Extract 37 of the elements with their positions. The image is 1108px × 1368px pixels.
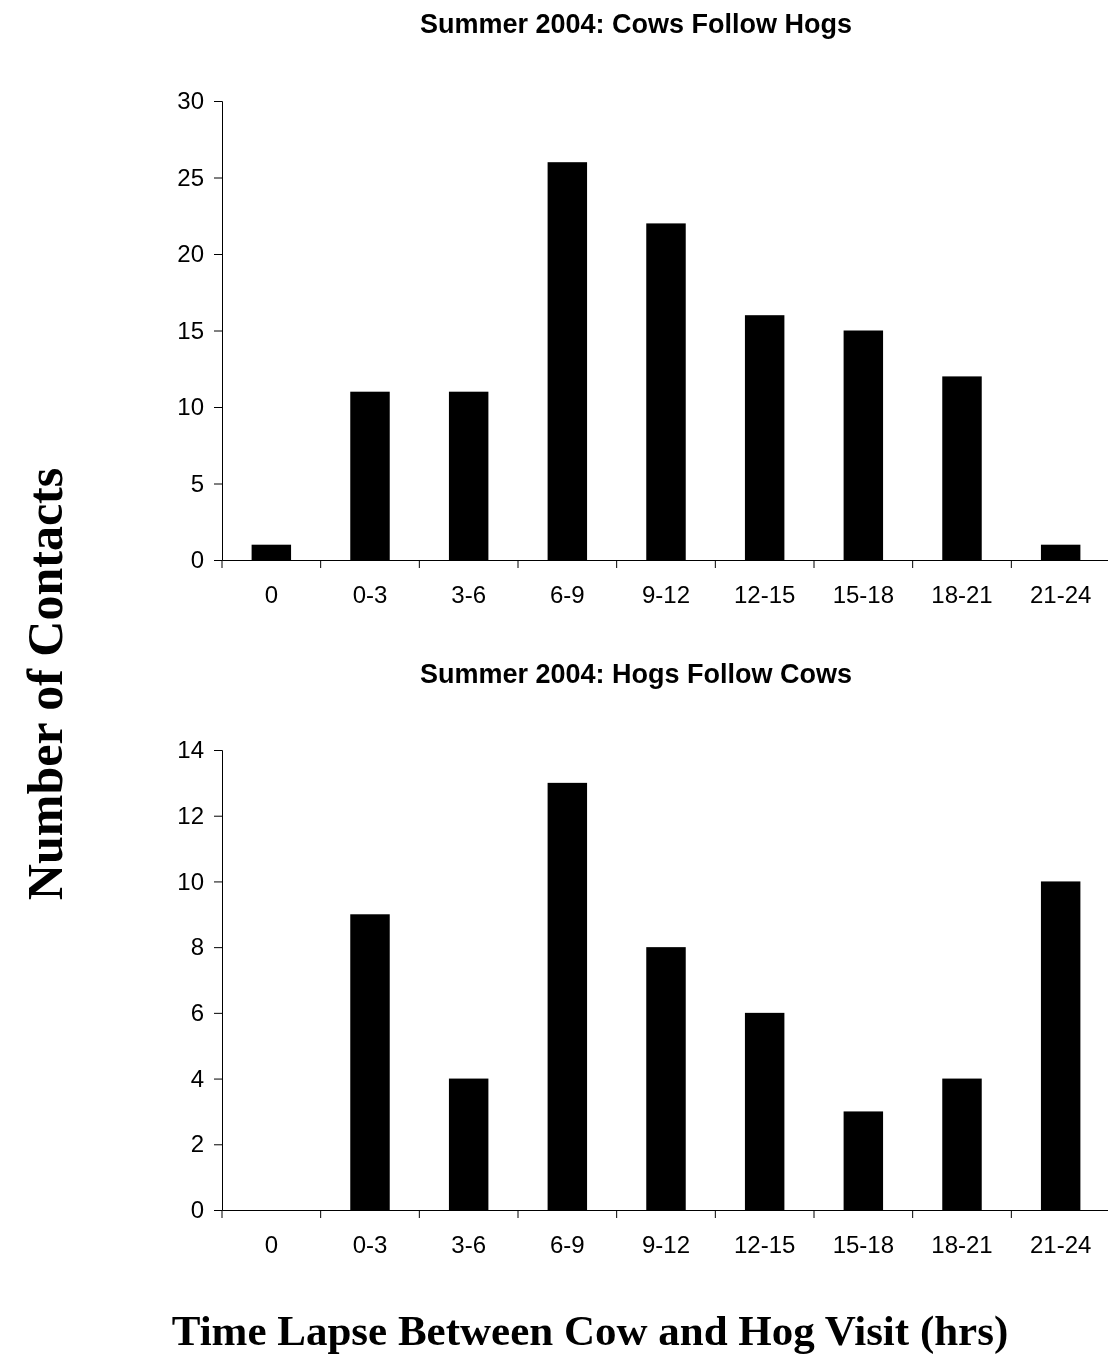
x-tick-label: 21-24 (1029, 1231, 1092, 1259)
x-tick-label: 12-15 (733, 581, 796, 609)
y-tick-label: 15 (177, 316, 204, 344)
y-tick-label: 12 (177, 801, 204, 829)
y-tick-label: 30 (177, 87, 204, 115)
y-tick-label: 8 (190, 933, 204, 961)
x-tick-label: 0 (264, 581, 279, 609)
y-tick-label: 14 (177, 736, 204, 764)
y-tick-label: 0 (190, 546, 204, 574)
x-tick-label: 0-3 (352, 1231, 388, 1259)
chart-title: Summer 2004: Cows Follow Hogs (419, 9, 853, 39)
y-tick-label: 2 (190, 1130, 204, 1158)
x-tick-label: 0-3 (352, 581, 388, 609)
x-tick-label: 3-6 (451, 1231, 487, 1259)
y-tick-label: 10 (177, 867, 204, 895)
x-tick-label: 9-12 (641, 1231, 691, 1259)
y-tick-label: 5 (190, 469, 204, 497)
x-tick-label: 15-18 (832, 1231, 895, 1259)
y-tick-label: 10 (177, 393, 204, 421)
y-tick-label: 6 (190, 999, 204, 1027)
x-tick-label: 18-21 (931, 581, 993, 609)
chart-title: Summer 2004: Hogs Follow Cows (419, 659, 853, 689)
x-tick-label: 15-18 (832, 581, 895, 609)
y-tick-label: 4 (190, 1064, 204, 1092)
y-tick-label: 0 (190, 1196, 204, 1224)
y-tick-label: 25 (177, 163, 204, 191)
x-tick-label: 9-12 (641, 581, 691, 609)
x-tick-label: 12-15 (733, 1231, 796, 1259)
x-tick-label: 3-6 (451, 581, 487, 609)
y-tick-label: 20 (177, 240, 204, 268)
x-axis-title: Time Lapse Between Cow and Hog Visit (hrs) (171, 1307, 1009, 1355)
x-tick-label: 6-9 (549, 581, 585, 609)
x-tick-label: 21-24 (1029, 581, 1092, 609)
x-tick-label: 18-21 (931, 1231, 993, 1259)
y-axis-title: Number of Contacts (17, 467, 73, 901)
x-tick-label: 0 (264, 1231, 279, 1259)
x-tick-label: 6-9 (549, 1231, 585, 1259)
